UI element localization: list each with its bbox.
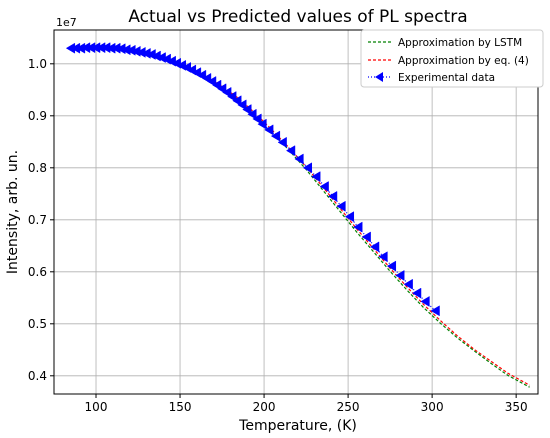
data-point (344, 211, 355, 223)
data-point (311, 171, 321, 183)
y-tick-label: 0.9 (28, 109, 47, 123)
legend: Approximation by LSTM Approximation by e… (360, 29, 544, 88)
data-point (227, 91, 237, 102)
data-point (222, 86, 232, 98)
legend-label-experimental: Experimental data (398, 72, 495, 84)
data-point (420, 296, 430, 307)
data-point (252, 113, 262, 125)
data-point (247, 108, 257, 120)
data-point (232, 95, 242, 107)
data-point (217, 83, 227, 95)
x-tick-label: 250 (337, 400, 360, 414)
y-tick-label: 0.8 (28, 161, 47, 175)
data-point (212, 79, 222, 91)
data-point (319, 181, 329, 192)
data-point (369, 241, 380, 253)
legend-label-lstm: Approximation by LSTM (398, 37, 522, 49)
chart-title: Actual vs Predicted values of PL spectra (128, 7, 467, 27)
data-point (361, 231, 371, 243)
data-point (430, 305, 440, 317)
data-point (386, 260, 397, 272)
data-point (353, 221, 363, 233)
data-point (395, 270, 405, 281)
y-tick-label: 0.7 (28, 213, 47, 227)
axis-ticks: 100 150 200 250 300 350 0.4 0.5 0.6 0.7 0.8 0.9 1.0 (28, 57, 528, 414)
data-point (264, 124, 274, 136)
x-tick-label: 300 (421, 400, 444, 414)
data-point (412, 287, 422, 299)
x-tick-label: 100 (85, 400, 108, 414)
y-tick-label: 0.5 (28, 317, 47, 331)
data-point (302, 162, 313, 174)
grid (54, 30, 538, 394)
data-point (257, 118, 267, 130)
x-tick-label: 150 (169, 400, 192, 414)
legend-box (360, 29, 544, 88)
legend-label-eq4: Approximation by eq. (4) (398, 55, 529, 67)
x-tick-label: 200 (253, 400, 276, 414)
y-tick-label: 0.6 (28, 265, 47, 279)
legend-marker-experimental (375, 72, 383, 82)
y-axis-title: Intensity, arb. un. (5, 150, 21, 274)
data-point (336, 200, 346, 212)
plot-frame (53, 29, 539, 395)
data-point (294, 153, 304, 165)
data-point (327, 190, 338, 202)
data-point (242, 104, 252, 115)
y-offset-label: 1e7 (56, 16, 77, 29)
x-axis-title: Temperature, (K) (238, 418, 357, 434)
data-point (285, 145, 296, 157)
data-point (270, 130, 281, 142)
data-point (277, 136, 287, 148)
data-point (237, 99, 247, 111)
data-point (206, 76, 217, 87)
data-point (378, 251, 388, 263)
plot-series (65, 42, 530, 388)
data-point (403, 278, 413, 290)
y-tick-label: 1.0 (28, 57, 47, 71)
x-tick-label: 350 (505, 400, 528, 414)
y-tick-label: 0.4 (28, 369, 47, 383)
